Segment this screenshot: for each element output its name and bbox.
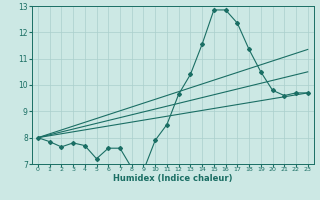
X-axis label: Humidex (Indice chaleur): Humidex (Indice chaleur) bbox=[113, 174, 233, 183]
